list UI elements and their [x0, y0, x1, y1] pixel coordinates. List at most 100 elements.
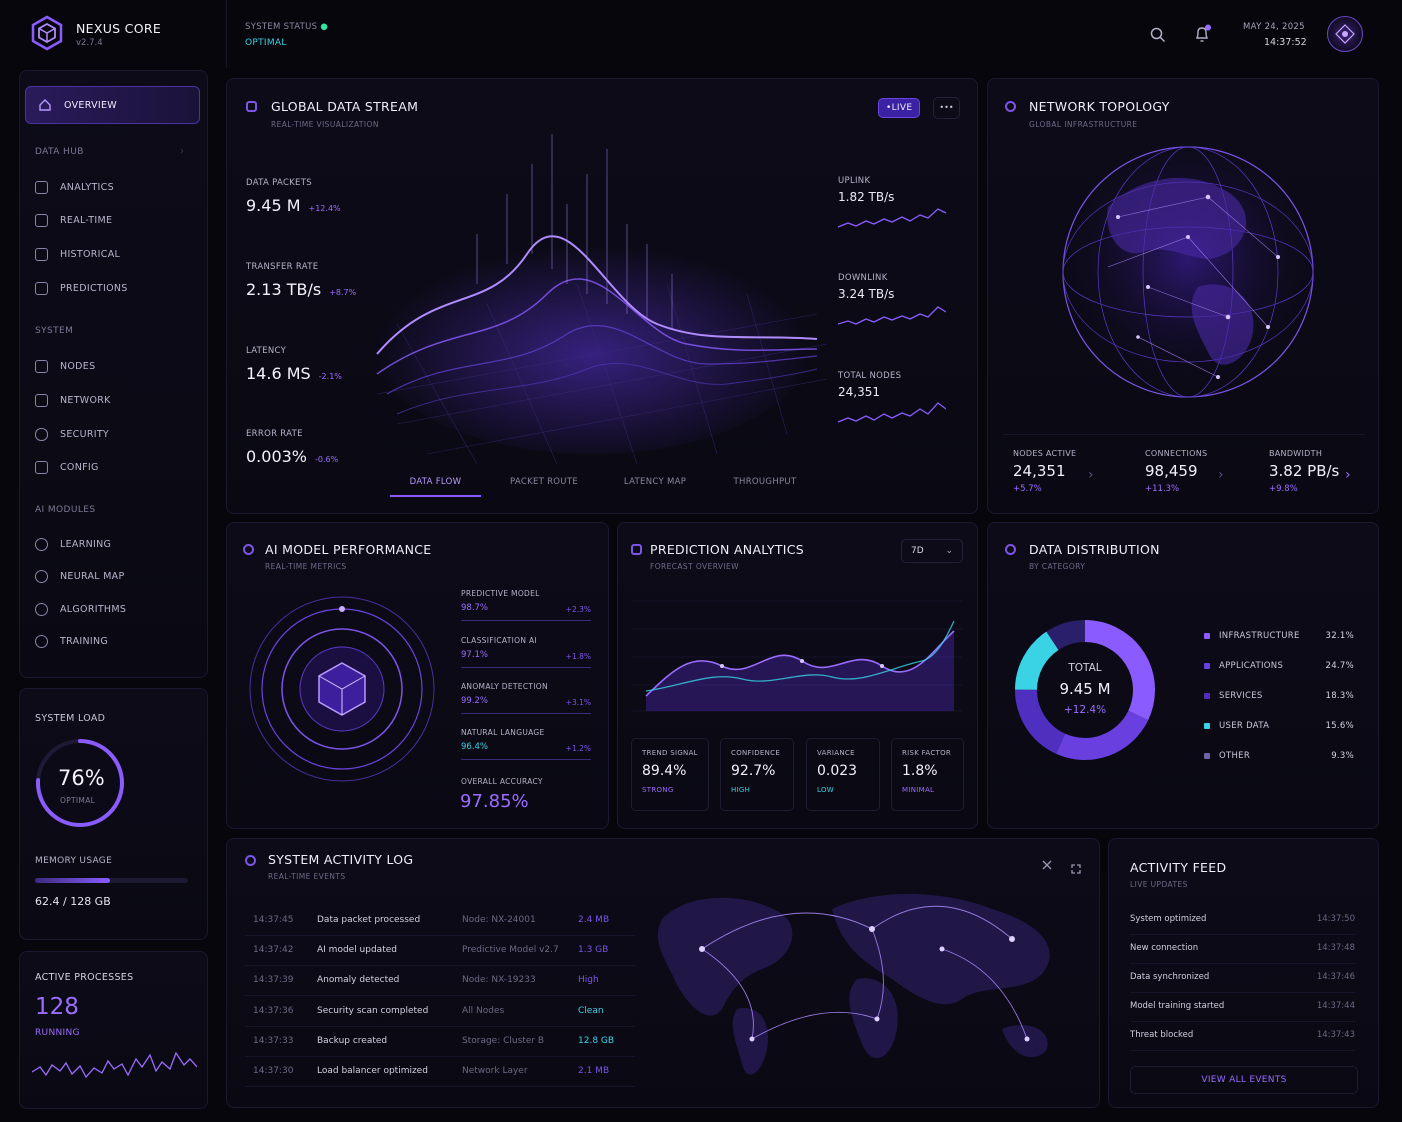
stat-delta: +11.3%: [1145, 484, 1180, 494]
log-row-divider: [245, 965, 635, 967]
tab-throughput[interactable]: THROUGHPUT: [720, 477, 810, 487]
sidebar-item-real-time[interactable]: REAL-TIME: [35, 214, 112, 227]
stat-connections[interactable]: CONNECTIONS 98,459 +11.3%: [1145, 449, 1260, 494]
legend-item[interactable]: OTHER 9.3%: [1204, 741, 1354, 771]
feed-time: 14:37:48: [1316, 943, 1355, 953]
more-options-button[interactable]: •••: [933, 97, 960, 119]
sidebar-item-overview[interactable]: OVERVIEW: [25, 86, 200, 124]
donut-slice-services[interactable]: [1015, 689, 1066, 754]
sidebar-item-config[interactable]: CONFIG: [35, 461, 99, 474]
app-logo[interactable]: [30, 15, 64, 51]
feed-item[interactable]: Threat blocked 14:37:43: [1130, 1030, 1355, 1040]
log-time: 14:37:33: [253, 1035, 294, 1046]
model-row-anomaly[interactable]: ANOMALY DETECTION 99.2% +3.1%: [461, 682, 591, 714]
model-delta: +2.3%: [565, 605, 591, 614]
tab-data-flow[interactable]: DATA FLOW: [390, 477, 481, 497]
sidebar-item-neural-map[interactable]: NEURAL MAP: [35, 570, 125, 583]
feed-item[interactable]: New connection 14:37:48: [1130, 943, 1355, 953]
metric-value: 2.13 TB/s: [246, 280, 322, 299]
user-avatar[interactable]: [1327, 16, 1363, 52]
notifications-button[interactable]: [1193, 24, 1213, 44]
legend-swatch: [1204, 753, 1210, 759]
tab-label: DATA FLOW: [409, 477, 462, 487]
legend-item[interactable]: APPLICATIONS 24.7%: [1204, 651, 1354, 681]
feed-subtitle: LIVE UPDATES: [1130, 880, 1188, 889]
feed-item[interactable]: System optimized 14:37:50: [1130, 914, 1355, 924]
card-label: CONFIDENCE: [731, 749, 781, 757]
donut-slice-infrastructure[interactable]: [1084, 620, 1155, 721]
sidebar-item-algorithms[interactable]: ALGORITHMS: [35, 603, 126, 616]
donut-slice-applications[interactable]: [1056, 710, 1149, 760]
stat-label: BANDWIDTH: [1269, 449, 1323, 458]
forecast-card-variance[interactable]: VARIANCE 0.023 LOW: [806, 738, 880, 811]
stat-bandwidth[interactable]: BANDWIDTH 3.82 PB/s +9.8%: [1269, 449, 1369, 494]
log-row-divider: [245, 1025, 635, 1027]
log-source: Storage: Cluster B: [462, 1035, 545, 1046]
legend-item[interactable]: SERVICES 18.3%: [1204, 681, 1354, 711]
forecast-card-trend[interactable]: TREND SIGNAL 89.4% STRONG: [631, 738, 709, 811]
model-row-predictive[interactable]: PREDICTIVE MODEL 98.7% +2.3%: [461, 589, 591, 621]
live-badge[interactable]: •LIVE: [878, 98, 921, 118]
feed-item[interactable]: Data synchronized 14:37:46: [1130, 972, 1355, 982]
legend-item[interactable]: USER DATA 15.6%: [1204, 711, 1354, 741]
sidebar-item-predictions[interactable]: PREDICTIONS: [35, 282, 128, 295]
expand-icon: [1071, 864, 1081, 874]
sidebar-item-analytics[interactable]: ANALYTICS: [35, 181, 114, 194]
model-row-natural-language[interactable]: NATURAL LANGUAGE 96.4% +1.2%: [461, 728, 591, 760]
shield-icon: [35, 428, 48, 441]
ai-core-visual: [249, 596, 435, 782]
sidebar-item-network[interactable]: NETWORK: [35, 394, 111, 407]
feed-item[interactable]: Model training started 14:37:44: [1130, 1001, 1355, 1011]
range-select[interactable]: 7D ⌄: [901, 539, 963, 563]
card-label: VARIANCE: [817, 749, 855, 757]
log-time: 14:37:30: [253, 1066, 294, 1076]
legend-value: 32.1%: [1325, 631, 1354, 641]
downlink-label: DOWNLINK: [838, 273, 888, 283]
tab-latency-map[interactable]: LATENCY MAP: [610, 477, 700, 487]
log-value: 2.1 MB: [578, 1066, 610, 1076]
sidebar-item-label: TRAINING: [60, 636, 109, 647]
sidebar-item-label: ALGORITHMS: [60, 604, 127, 615]
sidebar-item-security[interactable]: SECURITY: [35, 428, 109, 441]
tab-packet-route[interactable]: PACKET ROUTE: [499, 477, 589, 487]
sidebar-item-label: NETWORK: [60, 395, 111, 406]
status-label-text: SYSTEM STATUS: [245, 22, 318, 32]
card-status: HIGH: [731, 786, 751, 794]
log-value: 1.3 GB: [578, 945, 609, 956]
legend-item[interactable]: INFRASTRUCTURE 32.1%: [1204, 621, 1354, 651]
downlink-sparkline: [838, 306, 946, 325]
donut-slice-user-data[interactable]: [1015, 631, 1059, 691]
forecast-card-confidence[interactable]: CONFIDENCE 92.7% HIGH: [720, 738, 794, 811]
sidebar-item-nodes[interactable]: NODES: [35, 360, 95, 373]
stream-icon: [246, 101, 257, 112]
legend-value: 15.6%: [1325, 721, 1354, 731]
tab-label: LATENCY MAP: [623, 477, 687, 487]
feed-event: System optimized: [1130, 914, 1207, 924]
feed-time: 14:37:50: [1316, 914, 1355, 924]
view-all-events-button[interactable]: VIEW ALL EVENTS: [1130, 1066, 1358, 1094]
sidebar-item-learning[interactable]: LEARNING: [35, 538, 111, 551]
model-row-classification[interactable]: CLASSIFICATION AI 97.1% +1.8%: [461, 636, 591, 668]
stat-value: 3.82 PB/s: [1269, 462, 1340, 480]
sidebar-nav: OVERVIEW: [19, 70, 208, 678]
section-title-ai-modules: AI MODULES: [35, 505, 96, 515]
search-icon: [1150, 27, 1166, 43]
stream-subtitle: REAL-TIME VISUALIZATION: [271, 120, 379, 129]
donut-total-value: 9.45 M: [1059, 680, 1111, 698]
donut-slice-other[interactable]: [1046, 620, 1086, 651]
sidebar-item-training[interactable]: TRAINING: [35, 635, 108, 648]
system-load-gauge: [36, 739, 124, 827]
model-value: 96.4%: [461, 742, 489, 752]
expand-button[interactable]: [1071, 859, 1081, 878]
stat-nodes-active[interactable]: NODES ACTIVE 24,351 +5.7%: [1013, 449, 1128, 494]
feed-row-divider: [1130, 963, 1355, 964]
search-button[interactable]: [1150, 27, 1166, 43]
chevron-right-icon: ›: [1345, 467, 1351, 483]
forecast-card-risk[interactable]: RISK FACTOR 1.8% MINIMAL: [891, 738, 964, 811]
sidebar-item-historical[interactable]: HISTORICAL: [35, 248, 120, 261]
chevron-right-icon: ›: [1088, 467, 1094, 483]
prediction-title: PREDICTION ANALYTICS: [650, 542, 805, 557]
memory-usage-fill: [35, 878, 110, 883]
close-button[interactable]: [1042, 859, 1052, 873]
app-version: v2.7.4: [76, 38, 103, 48]
